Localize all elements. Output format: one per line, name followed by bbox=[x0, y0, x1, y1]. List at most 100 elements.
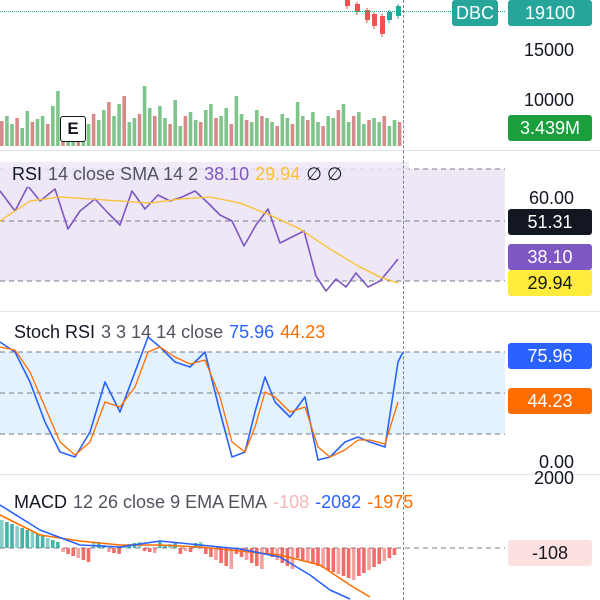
stoch-pane[interactable] bbox=[0, 312, 505, 474]
volume-bar bbox=[295, 102, 300, 146]
stoch-axis-label-0: 0.00 bbox=[538, 452, 574, 472]
macd-hist-bar bbox=[306, 548, 310, 562]
volume-bar bbox=[178, 126, 183, 146]
macd-value: -2082 bbox=[315, 492, 362, 512]
volume-bar bbox=[357, 112, 361, 146]
macd-hist-bar bbox=[209, 548, 213, 557]
stoch-d-line bbox=[0, 346, 399, 458]
volume-bar bbox=[10, 124, 14, 146]
macd-hist-bar bbox=[326, 548, 330, 570]
macd-hist-bar bbox=[40, 536, 45, 548]
macd-signal-value: -1975 bbox=[367, 492, 414, 512]
candle-body bbox=[355, 4, 360, 12]
volume-bar bbox=[224, 108, 228, 146]
macd-hist-bar bbox=[35, 534, 40, 548]
volume-bar bbox=[198, 122, 203, 146]
volume-bar bbox=[117, 104, 121, 146]
volume-bar bbox=[51, 106, 55, 146]
macd-signal-line bbox=[0, 514, 371, 598]
macd-hist-bar bbox=[224, 548, 228, 566]
macd-hist-bar bbox=[204, 548, 208, 554]
macd-hist-bar bbox=[20, 528, 24, 548]
price-axis-label-15000: 15000 bbox=[523, 40, 574, 60]
candle-body bbox=[387, 12, 392, 20]
macd-params: 12 26 close 9 EMA EMA bbox=[73, 492, 268, 512]
macd-line bbox=[0, 504, 351, 600]
pane-separator[interactable] bbox=[0, 311, 600, 312]
volume-bar bbox=[168, 124, 172, 146]
macd-hist-bar bbox=[255, 548, 259, 566]
macd-hist-bar bbox=[367, 548, 371, 570]
pane-separator[interactable] bbox=[0, 474, 600, 475]
volume-bar bbox=[40, 116, 45, 146]
volume-bar bbox=[122, 96, 126, 146]
pane-separator[interactable] bbox=[0, 150, 600, 151]
macd-hist-bar bbox=[321, 548, 325, 568]
macd-hist-bar bbox=[362, 548, 366, 573]
volume-bar bbox=[229, 124, 234, 146]
macd-hist-bar bbox=[25, 530, 30, 548]
macd-hist-bar bbox=[193, 543, 198, 548]
volume-bar bbox=[147, 108, 152, 146]
volume-bar bbox=[163, 118, 167, 146]
rsi-axis-label-60: 60.00 bbox=[528, 188, 574, 208]
stoch-params: 3 3 14 14 close bbox=[101, 322, 224, 342]
volume-bar bbox=[270, 122, 274, 146]
volume-bar bbox=[311, 112, 315, 146]
macd-chart[interactable] bbox=[0, 475, 505, 600]
macd-hist-bar bbox=[76, 548, 81, 558]
macd-hist-bar bbox=[51, 540, 55, 548]
macd-hist-bar bbox=[316, 548, 320, 566]
volume-bar bbox=[173, 100, 177, 146]
earnings-marker-icon[interactable]: E bbox=[60, 116, 86, 142]
volume-bar bbox=[86, 124, 91, 146]
volume-bar bbox=[219, 116, 223, 146]
candle-body bbox=[372, 14, 377, 26]
macd-hist-bar bbox=[178, 548, 183, 554]
macd-hist-bar bbox=[260, 548, 264, 569]
macd-badge-hist: -108 bbox=[508, 540, 592, 566]
stoch-chart[interactable] bbox=[0, 312, 505, 474]
macd-hist-bar bbox=[219, 548, 223, 563]
volume-bar bbox=[336, 110, 341, 146]
volume-bar bbox=[377, 122, 381, 146]
price-badge: 19100 bbox=[508, 0, 592, 26]
stoch-k-value: 75.96 bbox=[229, 322, 275, 342]
symbol-badge: DBC bbox=[452, 0, 498, 26]
macd-hist-bar bbox=[142, 548, 147, 551]
volume-bar bbox=[280, 114, 285, 146]
volume-badge: 3.439M bbox=[508, 115, 592, 141]
volume-bar bbox=[306, 120, 310, 146]
macd-hist-bar bbox=[86, 548, 91, 562]
macd-hist-bar bbox=[45, 538, 50, 548]
macd-legend[interactable]: MACD 12 26 close 9 EMA EMA -108 -2082 -1975 bbox=[14, 492, 419, 513]
volume-bar bbox=[392, 120, 397, 146]
macd-hist-bar bbox=[346, 548, 351, 578]
volume-bar bbox=[239, 114, 244, 146]
volume-bar bbox=[382, 116, 387, 146]
rsi-sma-value: 29.94 bbox=[255, 164, 301, 184]
macd-hist-bar bbox=[10, 524, 14, 548]
crosshair-vertical-line bbox=[403, 0, 404, 600]
macd-hist-bar bbox=[331, 548, 336, 572]
rsi-legend[interactable]: RSI 14 close SMA 14 2 38.10 29.94 ∅ ∅ bbox=[0, 162, 409, 187]
macd-hist-bar bbox=[249, 548, 254, 563]
macd-hist-bar bbox=[392, 548, 397, 555]
macd-hist-bar bbox=[61, 548, 65, 552]
volume-bar bbox=[265, 118, 269, 146]
macd-hist-bar bbox=[244, 548, 249, 560]
macd-hist-bar bbox=[0, 520, 4, 548]
volume-bar bbox=[331, 118, 336, 146]
macd-hist-bar bbox=[107, 548, 111, 552]
price-axis-label-10000: 10000 bbox=[523, 90, 574, 110]
macd-hist-bar bbox=[239, 548, 244, 557]
macd-pane[interactable] bbox=[0, 475, 505, 600]
macd-hist-bar bbox=[117, 548, 121, 554]
volume-bar bbox=[56, 91, 60, 146]
stoch-legend[interactable]: Stoch RSI 3 3 14 14 close 75.96 44.23 bbox=[14, 322, 331, 343]
volume-bar bbox=[326, 116, 330, 146]
macd-hist-bar bbox=[71, 548, 75, 556]
rsi-line bbox=[0, 185, 399, 292]
macd-hist-bar bbox=[30, 532, 35, 548]
macd-hist-bar bbox=[96, 542, 101, 548]
